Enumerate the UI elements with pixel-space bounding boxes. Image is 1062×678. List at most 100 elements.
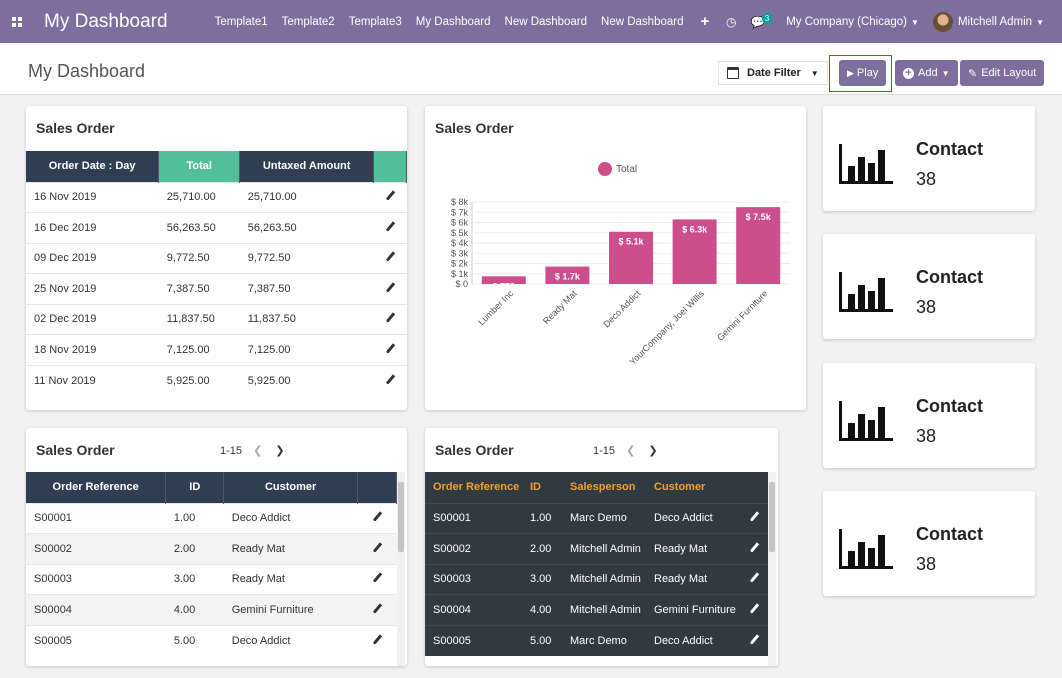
company-switcher[interactable]: My Company (Chicago) ▼ [786, 16, 919, 28]
company-name: My Company (Chicago) [786, 15, 908, 28]
scrollbar[interactable] [768, 472, 776, 666]
card-title: Sales Order [36, 442, 115, 458]
chevron-down-icon: ▼ [810, 68, 819, 78]
bar [545, 266, 590, 284]
column-header-salesperson[interactable]: Salesperson [562, 472, 646, 503]
column-header-order-reference[interactable]: Order Reference [26, 472, 167, 503]
table-row[interactable]: S00004 4.00 Gemini Furniture [26, 594, 397, 625]
contact-stat-card[interactable]: Contact 38 [823, 363, 1035, 468]
table-cell: Deco Addict [223, 624, 358, 656]
bar-chart: $ 0$ 1k$ 2k$ 3k$ 4k$ 5k$ 6k$ 7k$ 8k $ 750… [451, 197, 790, 367]
pager-next-icon[interactable]: ❯ [275, 445, 285, 457]
column-header-order-reference[interactable]: Order Reference [425, 472, 522, 503]
table-cell: S00005 [425, 624, 522, 656]
chevron-down-icon: ▼ [911, 17, 919, 27]
table-row[interactable]: S00004 4.00 Mitchell Admin Gemini Furniture [425, 594, 768, 625]
table-row[interactable]: 02 Dec 2019 11,837.50 11,837.50 [26, 303, 407, 335]
play-button[interactable]: ▶ Play [839, 60, 887, 86]
table-row[interactable]: S00005 5.00 Deco Addict [26, 624, 397, 656]
y-tick-label: $ 0 [455, 279, 468, 289]
pager-next-icon[interactable]: ❯ [648, 445, 658, 457]
contact-stat-card[interactable]: Contact 38 [823, 106, 1035, 211]
pager-previous-icon[interactable]: ❮ [626, 445, 636, 457]
table-row[interactable]: 16 Nov 2019 25,710.00 25,710.00 [26, 181, 407, 213]
column-header-total[interactable]: Total [158, 151, 241, 182]
table-row[interactable]: S00003 3.00 Mitchell Admin Ready Mat [425, 563, 768, 595]
pencil-icon [385, 312, 395, 323]
edit-row-button[interactable] [373, 273, 407, 304]
apps-menu-icon[interactable] [0, 16, 34, 27]
pager: 1-15 ❮ ❯ [593, 444, 658, 457]
table-row[interactable]: S00005 5.00 Marc Demo Deco Addict [425, 624, 768, 656]
edit-row-button[interactable] [357, 624, 397, 656]
edit-row-button[interactable] [373, 303, 407, 335]
edit-row-button[interactable] [741, 502, 768, 534]
table-row[interactable]: 11 Nov 2019 5,925.00 5,925.00 [26, 364, 407, 396]
pencil-icon [385, 373, 395, 385]
table-cell: 02 Dec 2019 [26, 303, 159, 335]
pencil-icon [749, 511, 760, 522]
table-cell: 11,837.50 [158, 303, 240, 335]
table-cell: Mitchell Admin [562, 594, 646, 625]
edit-row-button[interactable] [373, 242, 407, 274]
chart-legend[interactable]: Total [598, 162, 637, 176]
app-brand[interactable]: My Dashboard [44, 10, 168, 32]
edit-row-button[interactable] [357, 533, 397, 564]
table-row[interactable]: 18 Nov 2019 7,125.00 7,125.00 [26, 334, 407, 365]
column-header-untaxed-amount[interactable]: Untaxed Amount [239, 151, 375, 182]
column-header-id[interactable]: ID [165, 472, 225, 503]
menu-item-template3[interactable]: Template3 [348, 15, 402, 28]
date-filter-dropdown[interactable]: Date Filter ▼ [718, 61, 828, 85]
play-label: Play [856, 67, 879, 79]
menu-item-my-dashboard[interactable]: My Dashboard [415, 15, 491, 28]
scrollbar-thumb[interactable] [398, 482, 404, 552]
edit-row-button[interactable] [741, 533, 768, 564]
edit-row-button[interactable] [373, 364, 407, 396]
pager-previous-icon[interactable]: ❮ [253, 445, 263, 457]
contact-stat-card[interactable]: Contact 38 [823, 491, 1035, 596]
menu-item-template1[interactable]: Template1 [214, 15, 268, 28]
table-row[interactable]: 25 Nov 2019 7,387.50 7,387.50 [26, 273, 407, 304]
page-title: My Dashboard [28, 61, 146, 81]
edit-row-button[interactable] [741, 563, 768, 595]
table-row[interactable]: S00001 1.00 Marc Demo Deco Addict [425, 502, 768, 534]
table-row[interactable]: S00002 2.00 Ready Mat [26, 533, 397, 564]
edit-row-button[interactable] [741, 594, 768, 625]
scrollbar-thumb[interactable] [769, 482, 775, 552]
column-header-customer[interactable]: Customer [223, 472, 359, 503]
edit-layout-button[interactable]: ✎ Edit Layout [960, 60, 1045, 86]
edit-row-button[interactable] [373, 181, 407, 213]
table-cell: 2.00 [522, 533, 562, 564]
table-cell: 9,772.50 [239, 242, 374, 274]
menu-item-new-dashboard-2[interactable]: New Dashboard [601, 15, 684, 28]
menu-item-template2[interactable]: Template2 [281, 15, 335, 28]
column-header-id[interactable]: ID [522, 472, 562, 503]
edit-row-button[interactable] [357, 563, 397, 595]
stat-value: 38 [916, 169, 937, 189]
menu-item-new-dashboard[interactable]: New Dashboard [504, 15, 588, 28]
table-row[interactable]: 16 Dec 2019 56,263.50 56,263.50 [26, 212, 407, 243]
table-cell: S00001 [425, 502, 522, 534]
column-header-order-date[interactable]: Order Date : Day [26, 151, 160, 182]
edit-row-button[interactable] [373, 334, 407, 365]
table-cell: S00003 [425, 563, 522, 595]
table-row[interactable]: S00002 2.00 Mitchell Admin Ready Mat [425, 533, 768, 564]
edit-row-button[interactable] [741, 624, 768, 656]
activity-clock-icon[interactable]: ◷ [725, 14, 737, 29]
column-header-customer[interactable]: Customer [646, 472, 741, 503]
table-cell: Ready Mat [646, 563, 741, 595]
edit-row-button[interactable] [357, 502, 397, 534]
table-cell: 25 Nov 2019 [26, 273, 159, 304]
messages-chat-icon[interactable]: 💬3 [750, 13, 773, 29]
table-row[interactable]: S00003 3.00 Ready Mat [26, 563, 397, 595]
edit-row-button[interactable] [373, 212, 407, 243]
user-menu[interactable]: Mitchell Admin ▼ [932, 11, 1044, 32]
contact-stat-card[interactable]: Contact 38 [823, 234, 1035, 339]
scrollbar[interactable] [397, 472, 405, 666]
table-row[interactable]: 09 Dec 2019 9,772.50 9,772.50 [26, 242, 407, 274]
table-row[interactable]: S00001 1.00 Deco Addict [26, 502, 397, 534]
add-menu-icon[interactable]: + [700, 13, 710, 30]
edit-row-button[interactable] [357, 594, 397, 625]
edit-layout-label: Edit Layout [981, 67, 1037, 79]
add-button[interactable]: + Add ▼ [895, 60, 958, 86]
